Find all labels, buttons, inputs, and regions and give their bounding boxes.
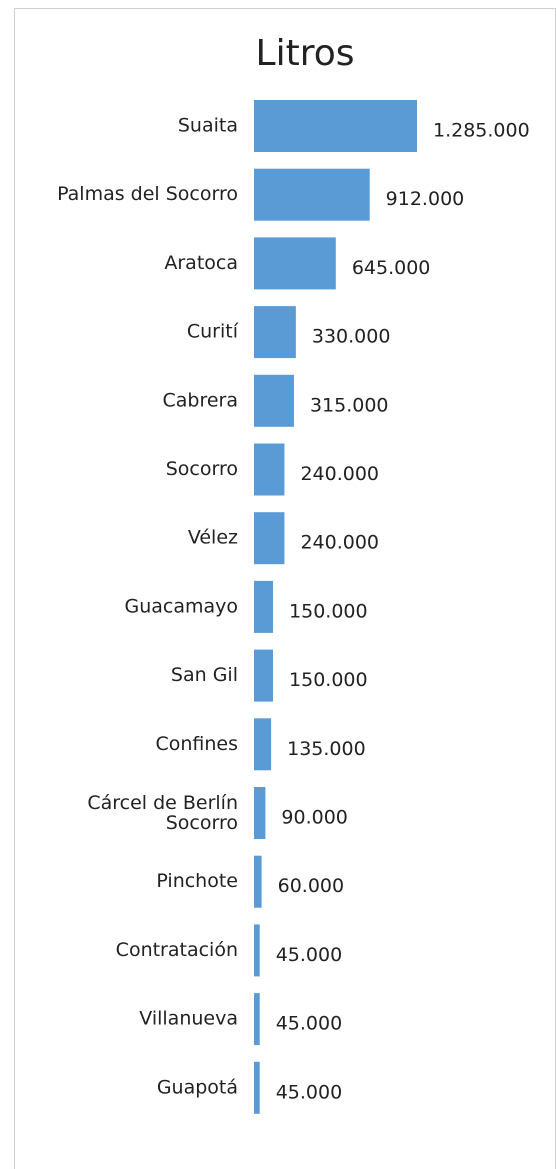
category-label: Suaita [178, 115, 238, 137]
bar [254, 306, 296, 359]
category-label: Cárcel de Berlín Socorro [87, 792, 238, 834]
bar [254, 168, 370, 221]
category-label: Palmas del Socorro [57, 183, 238, 205]
value-label: 150.000 [289, 669, 368, 691]
value-label: 45.000 [276, 944, 342, 966]
value-label: 645.000 [352, 257, 431, 279]
category-label: Guapotá [157, 1076, 238, 1098]
bar [254, 787, 266, 839]
bar [254, 512, 285, 565]
category-label: Cabrera [162, 389, 238, 411]
bar [254, 855, 262, 908]
category-label: Pinchote [156, 870, 238, 892]
value-label: 45.000 [276, 1013, 342, 1035]
bar [254, 649, 274, 702]
category-label: Villanueva [139, 1008, 238, 1030]
category-label: Aratoca [164, 252, 238, 274]
category-label: Guacamayo [124, 595, 238, 617]
value-label: 90.000 [281, 807, 347, 829]
bar [254, 924, 260, 977]
value-label: 912.000 [386, 188, 465, 210]
category-label: Contratación [116, 939, 238, 961]
value-label: 240.000 [300, 463, 379, 485]
chart-title: Litros [256, 33, 355, 74]
bar [254, 1061, 260, 1114]
value-label: 1.285.000 [433, 120, 530, 142]
value-label: 45.000 [276, 1081, 342, 1103]
value-label: 135.000 [287, 738, 366, 760]
value-label: 60.000 [278, 875, 344, 897]
value-label: 150.000 [289, 600, 368, 622]
value-label: 330.000 [312, 326, 391, 348]
value-label: 240.000 [300, 532, 379, 554]
category-label: Confines [155, 733, 238, 755]
bar [254, 100, 417, 152]
bar [254, 374, 294, 427]
bar [254, 718, 272, 771]
category-label: Curití [187, 321, 239, 343]
bar [254, 443, 285, 496]
bar [254, 237, 336, 290]
value-label: 315.000 [310, 394, 389, 416]
category-label: San Gil [171, 664, 238, 686]
bar [254, 580, 274, 633]
bar [254, 993, 260, 1046]
category-label: Vélez [188, 527, 238, 549]
category-label: Socorro [166, 458, 238, 480]
